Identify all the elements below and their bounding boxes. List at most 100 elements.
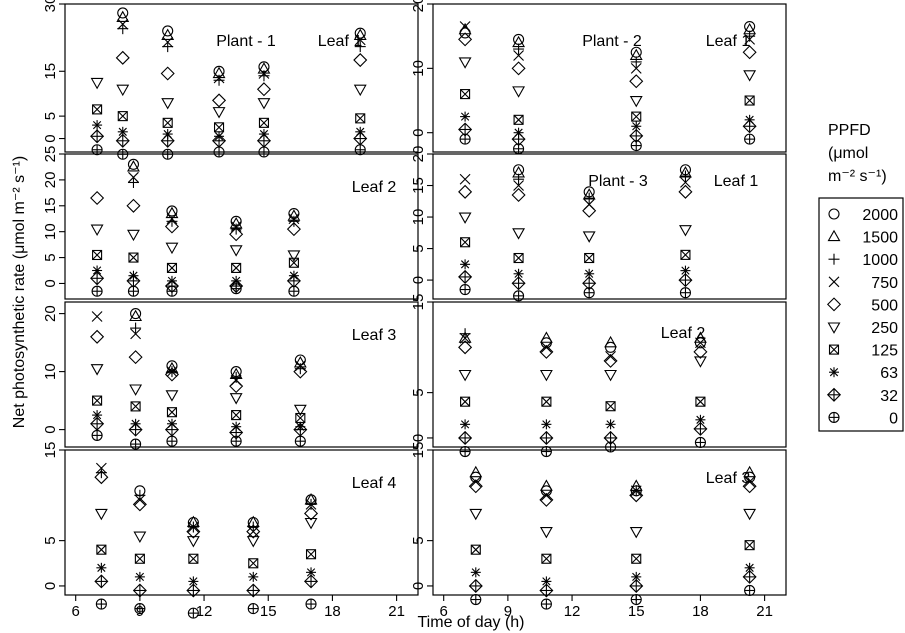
point-ppfd-0 [166, 435, 178, 447]
point-ppfd-500 [629, 488, 644, 503]
point-ppfd-32 [94, 574, 109, 589]
panel-right-2: 0 5 10 15 20 Plant - 3 Leaf 1 [410, 146, 787, 302]
point-ppfd-125 [744, 95, 755, 106]
point-ppfd-750 [354, 34, 366, 46]
point-ppfd-250 [512, 86, 526, 98]
point-ppfd-500 [115, 50, 130, 65]
point-ppfd-1000 [354, 41, 366, 53]
panel-label: Leaf 4 [352, 475, 397, 492]
point-ppfd-125 [188, 553, 199, 564]
point-ppfd-125 [96, 544, 107, 555]
legend-label: 250 [871, 320, 898, 337]
panel-label: Plant - 3 [588, 173, 648, 190]
point-ppfd-125 [288, 257, 299, 268]
point-ppfd-1500 [458, 22, 472, 35]
point-ppfd-125 [248, 558, 259, 569]
point-ppfd-500 [582, 203, 597, 218]
point-ppfd-0 [130, 438, 142, 450]
point-ppfd-0 [540, 598, 552, 610]
y-tick-label: 15 [42, 197, 59, 214]
x-axis-label: Time of day (h) [418, 614, 525, 631]
point-ppfd-32 [511, 276, 526, 291]
panel-right-1: 0 10 20 Plant - 2 Leaf 1 [410, 0, 787, 155]
point-ppfd-125 [513, 252, 524, 264]
y-tick-label: 0 [42, 134, 59, 142]
y-tick-label: 15 [42, 442, 59, 459]
point-ppfd-125 [231, 410, 242, 421]
panel-label: Plant - 1 [216, 33, 276, 50]
point-ppfd-750 [540, 489, 552, 501]
panel-left-1: 0 5 15 30 Plant - 1 Leaf 1 [42, 0, 419, 160]
point-ppfd-0 [679, 287, 691, 299]
point-ppfd-500 [186, 524, 201, 539]
y-tick-label: 5 [42, 253, 59, 261]
point-ppfd-250 [458, 212, 472, 224]
x-tick-label: 6 [72, 603, 80, 620]
panel-label: Leaf 1 [714, 173, 759, 190]
y-axis-label: Net photosynthetic rate (μmol m⁻² s⁻¹) [11, 156, 28, 428]
x-tick-label: 12 [564, 603, 581, 620]
point-ppfd-750 [459, 21, 471, 32]
point-ppfd-32 [353, 131, 368, 146]
point-ppfd-500 [229, 379, 244, 394]
circle-plus-marker [828, 411, 840, 423]
y-tick-label: 15 [410, 177, 427, 194]
y-tick-label: 0 [410, 434, 427, 442]
point-ppfd-63 [460, 419, 471, 430]
point-ppfd-250 [679, 225, 692, 237]
point-ppfd-1000 [130, 322, 142, 334]
point-ppfd-32 [458, 269, 473, 284]
point-ppfd-250 [512, 228, 526, 240]
point-ppfd-32 [286, 273, 301, 288]
legend-label: 750 [871, 275, 898, 292]
point-ppfd-0 [258, 146, 270, 158]
panels: 0 5 15 30 Plant - 1 Leaf 1 0 10 20 Plant - 2 Leaf … [42, 0, 787, 620]
point-ppfd-750 [117, 18, 129, 30]
point-ppfd-63 [248, 571, 259, 582]
point-ppfd-250 [229, 393, 243, 405]
point-ppfd-750 [134, 494, 146, 506]
point-ppfd-125 [695, 396, 706, 407]
point-ppfd-500 [693, 344, 708, 359]
point-ppfd-1500 [469, 465, 483, 478]
point-ppfd-500 [256, 82, 271, 97]
legend-entry: 125 [828, 343, 898, 360]
legend-entry: 750 [828, 275, 898, 292]
point-ppfd-1000 [679, 170, 691, 182]
legend-label: 2000 [862, 207, 898, 224]
point-ppfd-500 [164, 219, 179, 234]
point-ppfd-125 [128, 252, 139, 263]
point-ppfd-125 [605, 401, 616, 412]
point-ppfd-500 [678, 184, 693, 199]
point-ppfd-250 [582, 231, 596, 243]
point-ppfd-1000 [247, 521, 259, 533]
point-ppfd-500 [458, 340, 473, 355]
point-ppfd-2000 [127, 158, 140, 170]
point-ppfd-125 [541, 553, 552, 564]
point-ppfd-2000 [354, 27, 366, 39]
point-ppfd-500 [90, 329, 105, 344]
legend-title: m⁻² s⁻¹) [828, 168, 887, 185]
point-ppfd-500 [511, 61, 526, 76]
y-tick-label: 20 [42, 172, 59, 189]
point-ppfd-500 [212, 93, 227, 108]
panel-frame [432, 449, 787, 596]
point-ppfd-1500 [539, 331, 553, 343]
y-tick-label: 0 [410, 582, 427, 590]
point-ppfd-63 [605, 419, 616, 430]
point-ppfd-125 [470, 544, 481, 555]
point-ppfd-250 [90, 224, 104, 236]
x-tick-label: 18 [692, 603, 709, 620]
point-ppfd-63 [460, 259, 471, 270]
point-ppfd-32 [132, 583, 147, 598]
point-ppfd-32 [293, 422, 308, 437]
point-ppfd-1000 [230, 223, 242, 235]
y-tick-label: 0 [410, 276, 427, 284]
panel-frame [64, 301, 419, 448]
point-ppfd-1000 [127, 176, 139, 188]
point-ppfd-1000 [288, 215, 300, 227]
y-tick-label: 5 [410, 536, 427, 544]
point-ppfd-32 [742, 119, 757, 134]
point-ppfd-250 [90, 364, 104, 376]
point-ppfd-500 [90, 190, 105, 206]
